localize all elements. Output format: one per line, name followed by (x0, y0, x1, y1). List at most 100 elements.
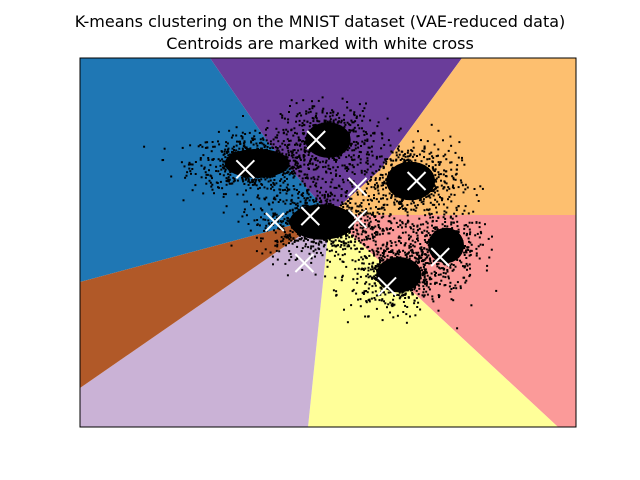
data-point (295, 120, 297, 123)
data-point (465, 249, 467, 252)
data-point (310, 261, 313, 264)
data-point (301, 124, 304, 127)
data-point (368, 298, 371, 301)
data-point (382, 253, 385, 256)
data-point (397, 294, 400, 297)
data-point (311, 155, 314, 158)
data-point (258, 180, 261, 183)
data-point (442, 139, 444, 142)
data-point (227, 173, 230, 176)
data-point (382, 184, 385, 187)
data-point (267, 202, 270, 205)
data-point (378, 155, 381, 158)
data-point (382, 229, 385, 232)
data-point (418, 217, 421, 220)
data-point (331, 109, 334, 112)
data-point (282, 172, 285, 175)
data-point (348, 147, 351, 150)
data-point (341, 97, 344, 100)
data-point (378, 212, 381, 215)
data-point (245, 214, 248, 217)
data-point (365, 102, 367, 105)
data-point (366, 157, 369, 160)
data-point (297, 239, 300, 242)
data-point (353, 219, 356, 221)
data-point (412, 208, 415, 211)
data-point (393, 203, 396, 206)
data-point (360, 233, 363, 236)
data-point (237, 140, 240, 143)
data-point (367, 183, 370, 185)
data-point (409, 262, 412, 265)
data-point (434, 164, 437, 167)
data-point (297, 136, 300, 139)
data-point (286, 138, 289, 141)
data-point (366, 199, 369, 202)
data-point (368, 300, 371, 303)
data-point (290, 128, 293, 131)
data-point (337, 121, 340, 124)
data-point (294, 162, 297, 165)
data-point (251, 137, 254, 140)
data-point (408, 251, 410, 254)
data-point (276, 239, 279, 242)
data-point (403, 160, 406, 163)
data-point (277, 201, 280, 203)
data-point (479, 243, 482, 246)
data-point (286, 234, 289, 237)
data-point (404, 231, 407, 234)
data-point (393, 217, 396, 220)
data-point (305, 204, 308, 207)
data-point (343, 164, 346, 167)
data-point (312, 120, 315, 123)
data-point (288, 159, 291, 162)
data-point (425, 284, 428, 287)
data-point (389, 158, 392, 161)
data-point (399, 200, 402, 203)
data-point (384, 302, 387, 305)
data-point (291, 170, 293, 173)
data-point (397, 149, 400, 152)
data-point (210, 185, 213, 188)
data-point (467, 246, 470, 249)
data-point (438, 266, 441, 269)
data-point (263, 186, 266, 189)
data-point (466, 264, 469, 267)
data-point (381, 252, 384, 254)
data-point (419, 223, 422, 226)
data-point (258, 197, 261, 200)
data-point (266, 187, 269, 190)
data-point (428, 157, 431, 160)
data-point (414, 241, 417, 244)
data-point (289, 236, 292, 239)
data-point (282, 228, 285, 231)
data-point (464, 245, 466, 247)
plot-frame (79, 57, 577, 428)
data-point (418, 254, 421, 257)
data-point (425, 280, 428, 283)
data-point (304, 202, 307, 204)
data-point (308, 252, 311, 255)
data-point (213, 192, 215, 195)
data-point (378, 207, 381, 210)
data-point (315, 242, 317, 245)
data-point (423, 209, 426, 212)
data-point (356, 205, 359, 208)
data-point (312, 176, 315, 179)
data-point (450, 200, 453, 203)
data-point (188, 167, 191, 170)
data-point (296, 113, 299, 116)
data-point (387, 247, 390, 250)
data-point (349, 124, 352, 127)
data-point (421, 254, 423, 257)
data-point (227, 176, 230, 179)
data-point (227, 180, 230, 183)
data-point (395, 252, 398, 255)
data-point (302, 156, 305, 159)
data-point (418, 261, 420, 264)
data-point (478, 221, 481, 224)
data-point (302, 192, 305, 195)
data-point (352, 130, 355, 133)
data-point (354, 120, 357, 123)
data-point (399, 206, 402, 209)
